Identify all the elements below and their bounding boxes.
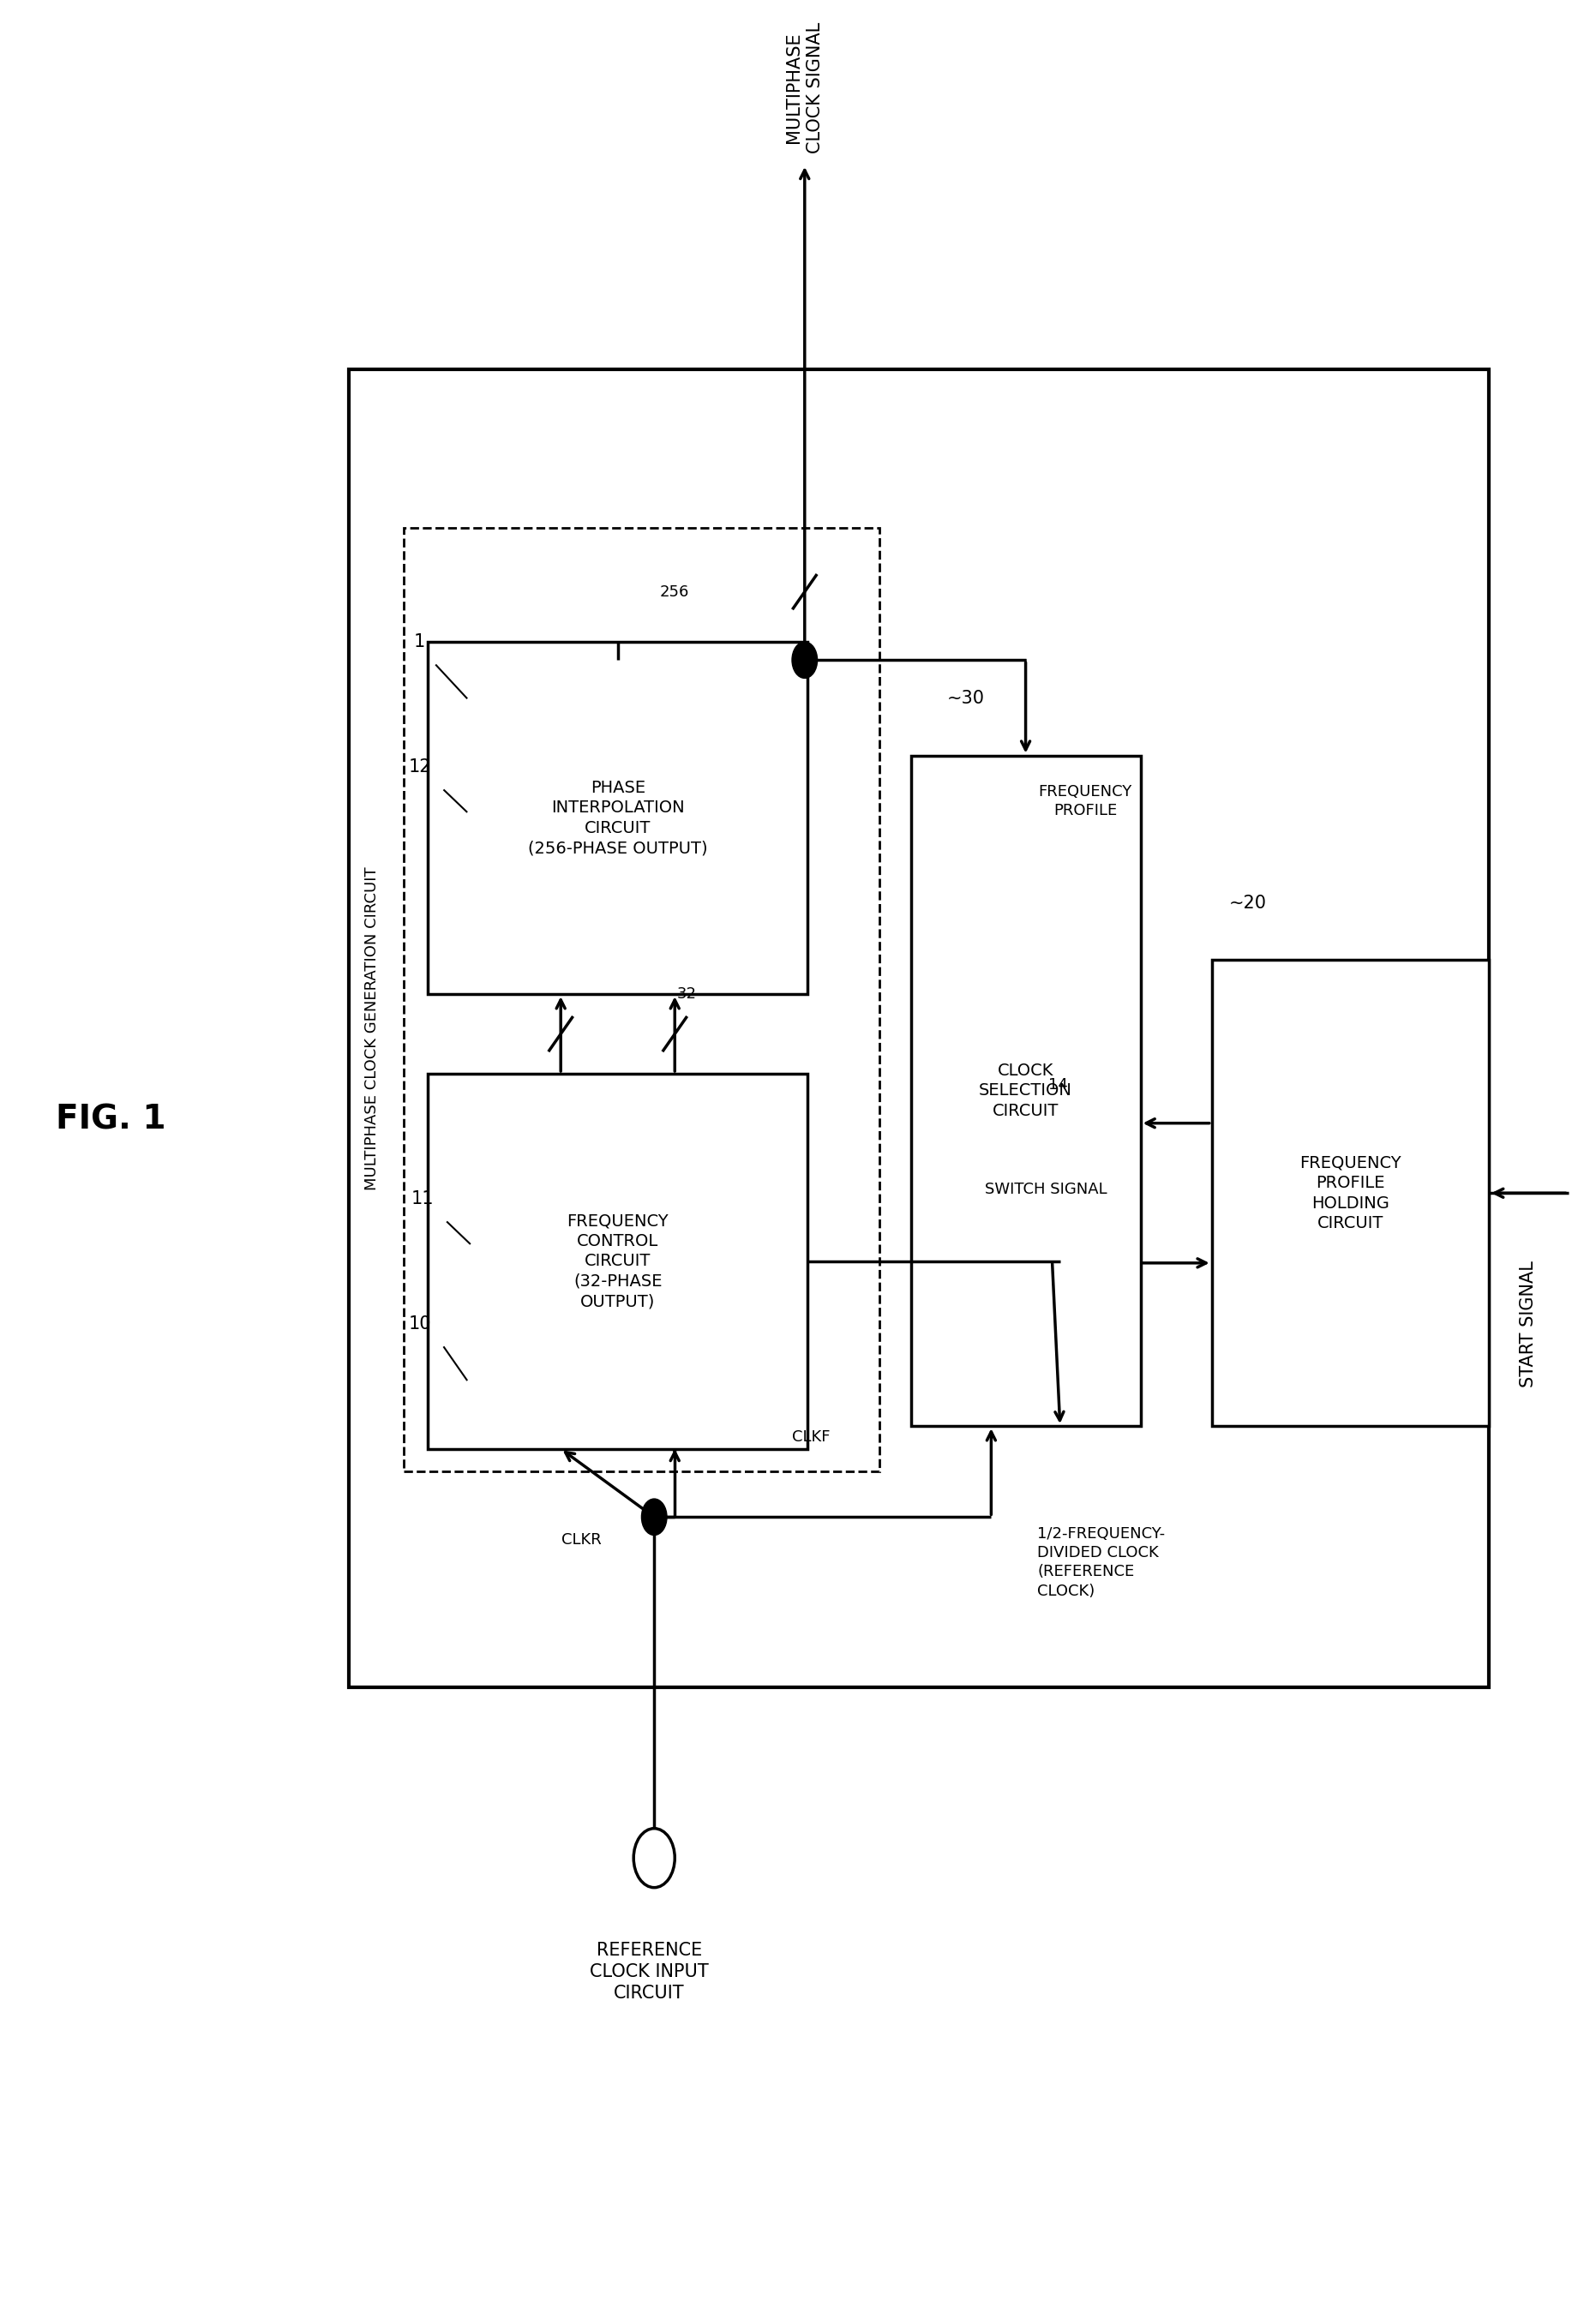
Text: ~30: ~30 [947,690,985,706]
Text: 11: 11 [412,1190,434,1208]
Text: PHASE
INTERPOLATION
CIRCUIT
(256-PHASE OUTPUT): PHASE INTERPOLATION CIRCUIT (256-PHASE O… [527,779,708,855]
Circle shape [792,641,817,679]
Text: 256: 256 [659,583,689,600]
Text: MULTIPHASE CLOCK GENERATION CIRCUIT: MULTIPHASE CLOCK GENERATION CIRCUIT [364,867,380,1190]
Text: FIG. 1: FIG. 1 [55,1104,166,1136]
Text: 32: 32 [678,985,697,1002]
Text: ~20: ~20 [1229,895,1267,911]
Text: CLKR: CLKR [562,1532,602,1548]
Circle shape [634,1829,675,1887]
Text: 1/2-FREQUENCY-
DIVIDED CLOCK
(REFERENCE
CLOCK): 1/2-FREQUENCY- DIVIDED CLOCK (REFERENCE … [1038,1527,1166,1599]
Text: 1: 1 [413,632,426,651]
Bar [1212,960,1489,1427]
Bar [348,370,1489,1687]
Text: 12: 12 [409,758,431,776]
Text: CLKF: CLKF [792,1429,830,1446]
Bar [428,1074,808,1448]
Text: MULTIPHASE
CLOCK SIGNAL: MULTIPHASE CLOCK SIGNAL [786,21,824,153]
Bar [911,755,1140,1427]
Text: 10: 10 [409,1315,431,1332]
Text: REFERENCE
CLOCK INPUT
CIRCUIT: REFERENCE CLOCK INPUT CIRCUIT [589,1943,710,2001]
Bar [404,528,879,1471]
Text: FREQUENCY
PROFILE: FREQUENCY PROFILE [1038,783,1133,818]
Bar [428,641,808,995]
Text: CLOCK
SELECTION
CIRCUIT: CLOCK SELECTION CIRCUIT [979,1062,1072,1120]
Text: FREQUENCY
CONTROL
CIRCUIT
(32-PHASE
OUTPUT): FREQUENCY CONTROL CIRCUIT (32-PHASE OUTP… [567,1213,668,1311]
Circle shape [642,1499,667,1536]
Text: FREQUENCY
PROFILE
HOLDING
CIRCUIT: FREQUENCY PROFILE HOLDING CIRCUIT [1299,1155,1402,1232]
Text: 14: 14 [1049,1078,1068,1092]
Text: START SIGNAL: START SIGNAL [1521,1260,1536,1387]
Text: SWITCH SIGNAL: SWITCH SIGNAL [985,1183,1107,1197]
